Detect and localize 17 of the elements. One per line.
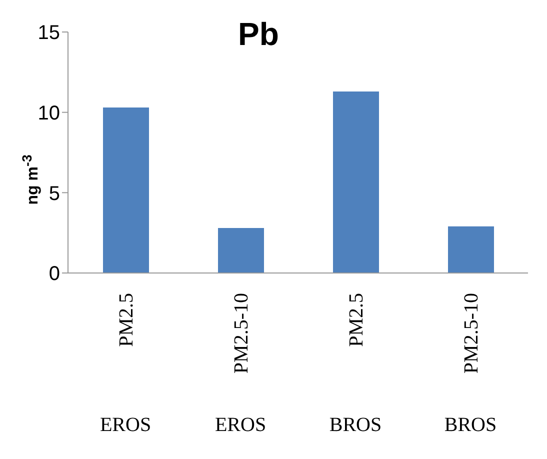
x-tick-label: PM2.5 (116, 293, 138, 347)
text: BROS (444, 414, 497, 436)
bar (103, 108, 149, 273)
text: EROS (214, 414, 266, 436)
bar (333, 91, 379, 273)
bar (218, 228, 264, 273)
x-tick-label: PM2.5-10 (230, 293, 252, 374)
text: EROS (100, 414, 152, 436)
x-tick-label: PM2.5-10 (460, 293, 482, 374)
y-tick-label: 10 (38, 102, 60, 124)
text: BROS (329, 414, 382, 436)
y-tick-label: 0 (48, 263, 60, 286)
y-tick-label: 5 (48, 182, 60, 205)
x-tick-label: PM2.5 (346, 293, 368, 347)
chart-title: Pb (238, 16, 279, 53)
y-tick-label: 15 (38, 22, 60, 44)
bar (448, 226, 494, 273)
